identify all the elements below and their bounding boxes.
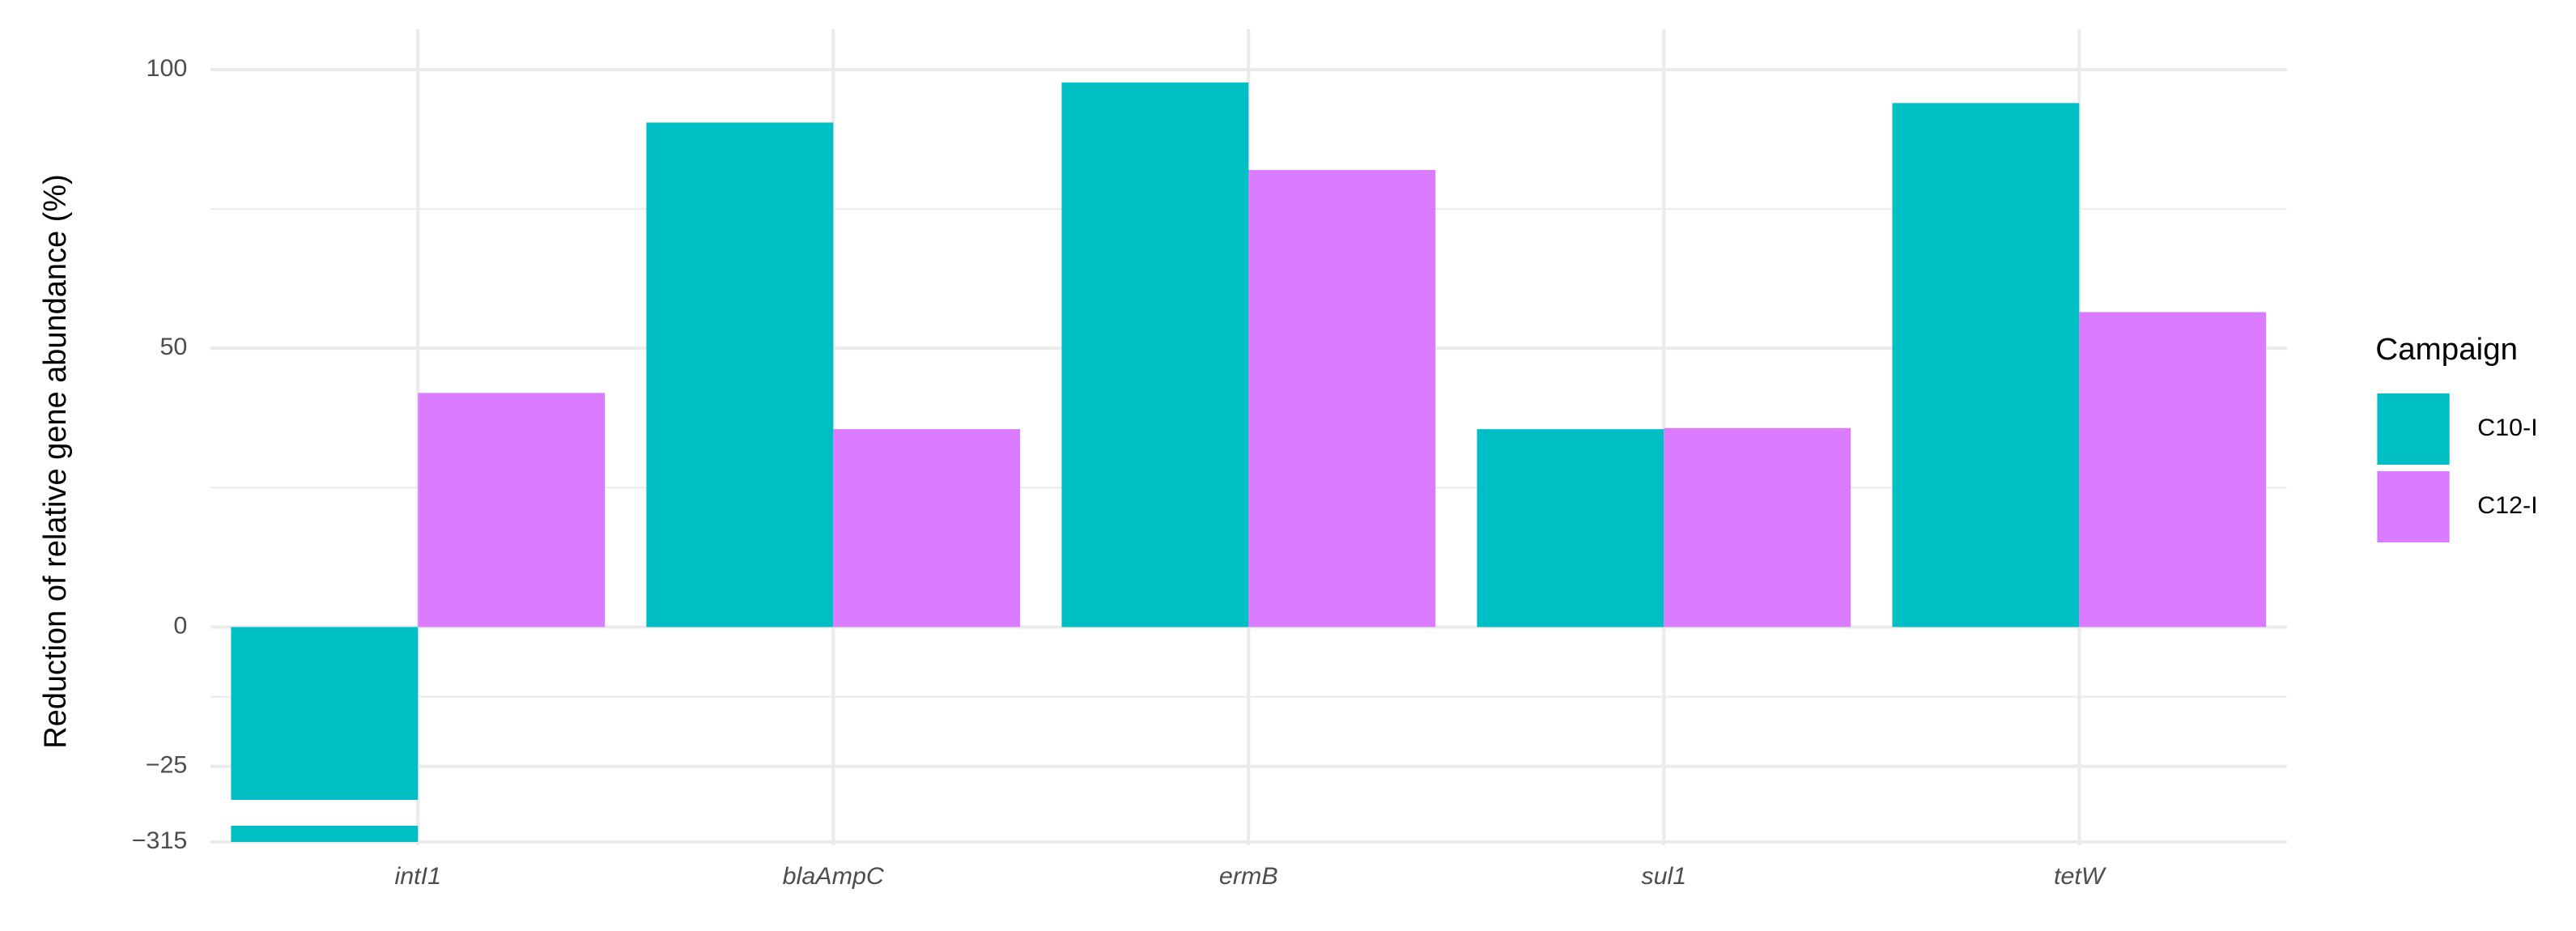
bar [1477,429,1664,627]
y-tick-label: 100 [147,55,188,82]
legend-key [2377,471,2450,542]
bar [2079,312,2267,627]
x-tick-label: sul1 [1641,863,1686,890]
bar-after-break [231,826,419,842]
y-tick-label: −315 [132,827,188,854]
bar [1892,103,2080,627]
bar [1061,82,1249,627]
bar [1248,169,1436,627]
x-tick-label: ermB [1219,863,1278,890]
legend-label: C12-I [2477,492,2537,519]
legend-key [2377,393,2450,465]
bar [833,429,1021,627]
x-tick-label: intI1 [394,863,441,890]
bar [646,122,834,627]
legend-label: C10-I [2477,414,2537,441]
bar [418,393,606,627]
bar [1664,427,1851,627]
y-tick-label: 50 [159,334,187,360]
y-tick-label: 0 [173,613,187,640]
x-tick-label: tetW [2054,863,2106,890]
y-tick-label: −25 [146,752,188,779]
y-axis-label: Reduction of relative gene abundance (%) [38,174,73,749]
x-tick-label: blaAmpC [783,863,884,890]
legend-title: Campaign [2375,332,2518,367]
bar [231,627,419,800]
